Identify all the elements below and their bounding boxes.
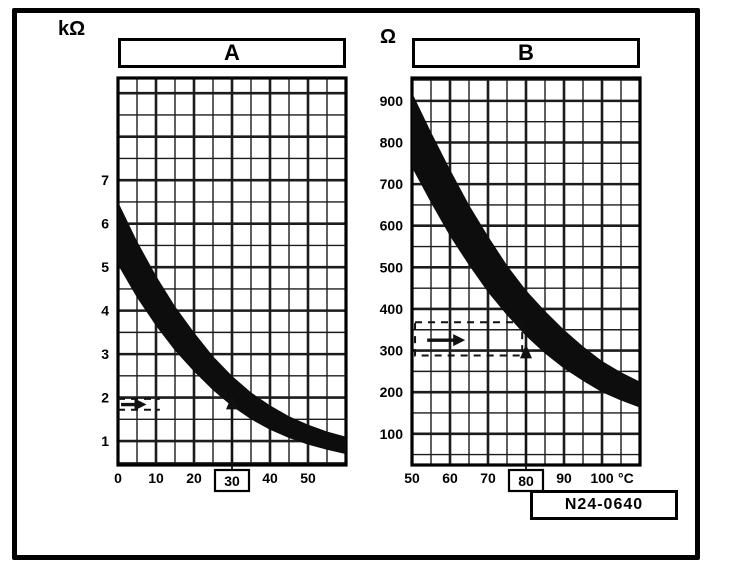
panel-a-header: A bbox=[118, 38, 346, 68]
grid-A bbox=[116, 76, 348, 467]
highlighted-tick-box-B bbox=[507, 468, 545, 493]
pointer-arrow-up-icon bbox=[520, 344, 532, 359]
pointer-arrow-right-icon bbox=[134, 398, 147, 411]
svg-text:800: 800 bbox=[380, 135, 404, 151]
svg-text:700: 700 bbox=[380, 176, 404, 192]
pointer-arrow-up-icon bbox=[226, 395, 238, 410]
panel-A-plot: 1 2 3 4 5 6 7 0 10 20 30 40 50 bbox=[101, 76, 348, 493]
x-tick-labels-A: 0 10 20 30 40 50 bbox=[114, 468, 316, 493]
svg-text:300: 300 bbox=[380, 343, 404, 359]
figure-reference-badge: N24-0640 bbox=[530, 490, 678, 520]
svg-text:30: 30 bbox=[224, 473, 240, 489]
svg-text:4: 4 bbox=[101, 303, 109, 319]
pointer-arrow-right-icon bbox=[453, 334, 466, 347]
svg-text:80: 80 bbox=[518, 473, 534, 489]
panel-a-title: A bbox=[224, 40, 240, 65]
highlighted-tick-box-A bbox=[213, 468, 251, 493]
annotations-A bbox=[118, 395, 238, 470]
svg-text:200: 200 bbox=[380, 384, 404, 400]
svg-text:40: 40 bbox=[262, 470, 278, 486]
svg-text:50: 50 bbox=[404, 470, 420, 486]
svg-text:400: 400 bbox=[380, 301, 404, 317]
svg-text:100: 100 bbox=[590, 470, 614, 486]
svg-text:70: 70 bbox=[480, 470, 496, 486]
y-tick-labels-B: 100 200 300 400 500 600 700 800 900 bbox=[380, 93, 404, 442]
y-tick-labels-A: 1 2 3 4 5 6 7 bbox=[101, 172, 109, 449]
svg-text:5: 5 bbox=[101, 259, 109, 275]
svg-text:90: 90 bbox=[556, 470, 572, 486]
svg-text:100: 100 bbox=[380, 426, 404, 442]
svg-text:2: 2 bbox=[101, 390, 109, 406]
panel-b-y-unit-label: Ω bbox=[380, 26, 397, 48]
svg-text:600: 600 bbox=[380, 218, 404, 234]
svg-text:10: 10 bbox=[148, 470, 164, 486]
svg-text:500: 500 bbox=[380, 259, 404, 275]
svg-text:0: 0 bbox=[114, 470, 122, 486]
svg-text:6: 6 bbox=[101, 216, 109, 232]
svg-text:7: 7 bbox=[101, 172, 109, 188]
svg-text:3: 3 bbox=[101, 346, 109, 362]
panel-b-title: B bbox=[518, 40, 534, 65]
svg-text:50: 50 bbox=[300, 470, 316, 486]
svg-text:900: 900 bbox=[380, 93, 404, 109]
resistance-band-B bbox=[412, 92, 640, 408]
svg-text:20: 20 bbox=[186, 470, 202, 486]
panel-B-plot: 100 200 300 400 500 600 700 800 900 50 60 70 80 90 100… bbox=[380, 76, 642, 493]
x-axis-unit-label: °C bbox=[618, 470, 634, 486]
svg-text:60: 60 bbox=[442, 470, 458, 486]
x-tick-labels-B: 50 60 70 80 90 100 °C bbox=[404, 468, 634, 493]
panel-b-header: B bbox=[412, 38, 640, 68]
panel-a-y-unit-label: kΩ bbox=[58, 18, 86, 40]
annotations-B bbox=[414, 321, 532, 470]
svg-text:1: 1 bbox=[101, 433, 109, 449]
